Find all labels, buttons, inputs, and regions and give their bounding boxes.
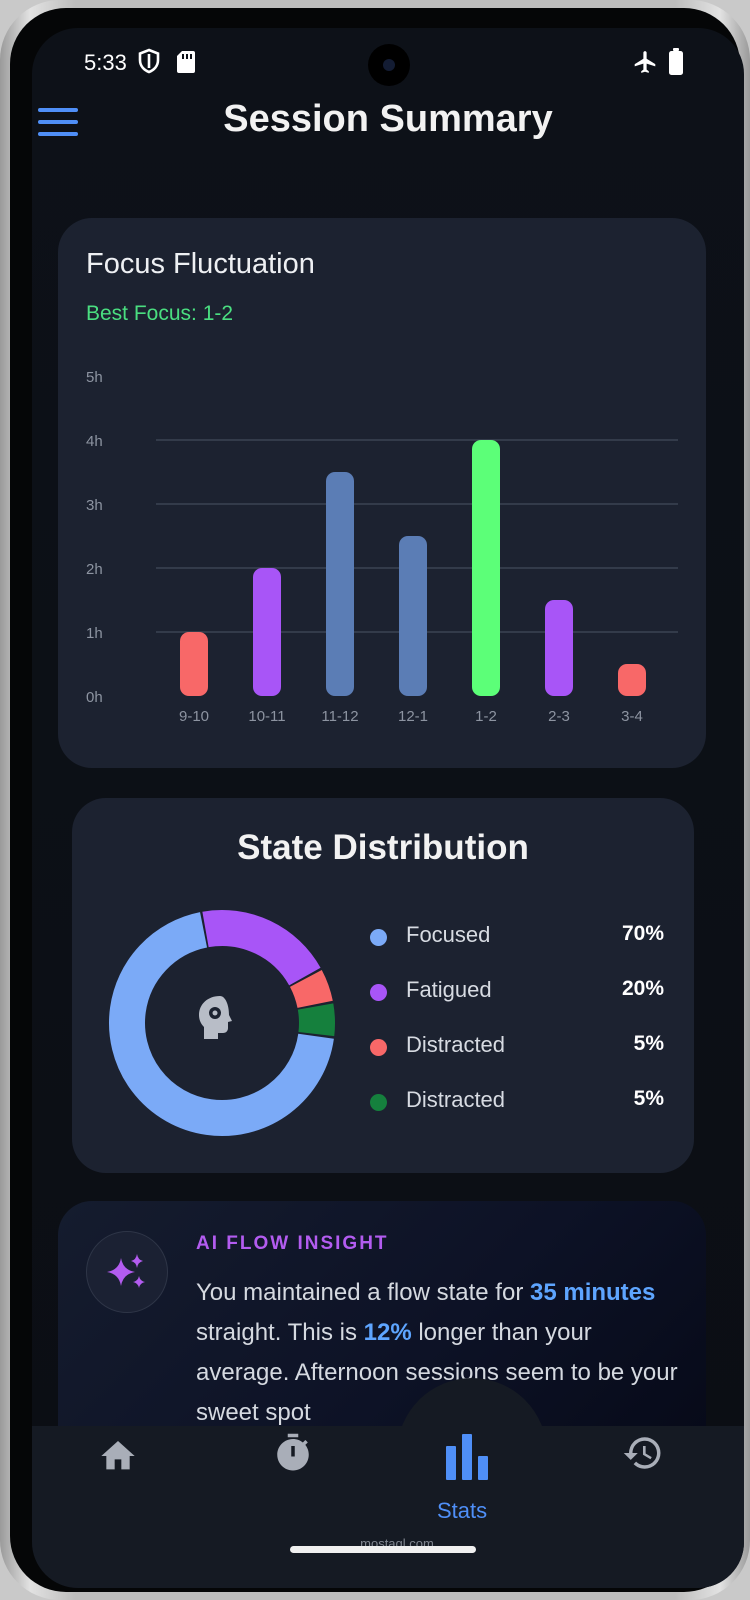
x-tick-label: 9-10 [179, 708, 209, 725]
bar-11-12 [326, 472, 354, 696]
bar-2-3 [545, 600, 573, 696]
legend-item: Focused 70% [366, 918, 666, 973]
sparkles-icon [107, 1254, 145, 1288]
distribution-legend: Focused 70% Fatigued 20% Distracted 5% D… [366, 918, 666, 1138]
focus-fluctuation-card: Focus Fluctuation Best Focus: 1-2 0h 1h 2h… [58, 218, 706, 768]
shield-icon [138, 48, 160, 74]
ai-icon-badge [86, 1231, 168, 1313]
legend-dot-focused [370, 929, 387, 946]
status-time: 5:33 [84, 50, 127, 75]
legend-value: 5% [633, 1032, 664, 1055]
home-icon[interactable] [98, 1436, 138, 1476]
legend-item: Distracted 5% [366, 1083, 666, 1138]
best-focus-label: Best Focus: 1-2 [86, 302, 234, 325]
legend-value: 20% [621, 977, 664, 1000]
legend-label: Fatigued [406, 977, 492, 1002]
focus-card-title: Focus Fluctuation [86, 248, 315, 280]
page-title: Session Summary [223, 98, 553, 140]
airplane-mode-icon [634, 51, 656, 73]
legend-item: Distracted 5% [366, 1028, 666, 1083]
insight-text-part: longer than your average. Afternoon sess… [196, 1319, 678, 1426]
legend-dot-fatigued [370, 984, 387, 1001]
nav-label-stats[interactable]: Stats [437, 1498, 488, 1523]
donut-segment-distracted [108, 910, 335, 1136]
legend-dot-distracted [370, 1039, 387, 1056]
home-indicator[interactable] [290, 1546, 476, 1553]
focus-bar-chart: 0h 1h 2h 3h 4h 5h 9-10 10-11 11-12 12-1 1-2 2-3 3-4 [86, 369, 678, 725]
front-camera [368, 44, 410, 86]
legend-label: Distracted [406, 1087, 506, 1112]
legend-value: 5% [633, 1087, 664, 1110]
legend-label: Focused [406, 922, 491, 947]
bar-3-4 [618, 664, 646, 696]
sd-card-icon [177, 51, 195, 73]
bar-9-10 [180, 632, 208, 696]
screen: 5:33 Session Summary Focus Fluct [32, 28, 744, 1588]
distribution-title: State Distribution [237, 828, 529, 867]
state-donut-chart [108, 909, 335, 1136]
y-tick-label: 5h [86, 369, 103, 386]
legend-dot-distracted-2 [370, 1094, 387, 1111]
legend-item: Fatigued 20% [366, 973, 666, 1028]
insight-text-part: straight. This is [196, 1319, 364, 1346]
battery-icon [669, 48, 683, 75]
state-distribution-card: State Distribution Focused 70% Fatigued … [72, 798, 694, 1173]
phone-bezel: 5:33 Session Summary Focus Fluct [10, 8, 744, 1592]
y-tick-label: 0h [86, 689, 103, 706]
menu-icon [38, 108, 78, 112]
bar-1-2 [472, 440, 500, 696]
menu-button[interactable] [38, 108, 78, 138]
y-tick-label: 4h [86, 433, 103, 450]
y-tick-label: 2h [86, 561, 103, 578]
insight-highlight: 35 minutes [529, 1279, 656, 1306]
head-gear-icon [199, 996, 232, 1039]
insight-label: AI FLOW INSIGHT [196, 1233, 389, 1254]
insight-text-part: You maintained a flow state for [196, 1279, 530, 1306]
menu-icon-line [38, 120, 78, 124]
status-bar: 5:33 [32, 28, 744, 98]
history-icon[interactable] [622, 1432, 664, 1474]
x-tick-label: 1-2 [475, 708, 497, 725]
bar-10-11 [253, 568, 281, 696]
x-tick-label: 12-1 [398, 708, 428, 725]
menu-icon-line [38, 132, 78, 136]
x-tick-label: 2-3 [548, 708, 570, 725]
legend-value: 70% [621, 922, 664, 945]
timer-icon[interactable] [272, 1432, 314, 1474]
x-tick-label: 11-12 [321, 708, 358, 725]
insight-text: You maintained a flow state for 35 minut… [196, 1273, 686, 1433]
insight-highlight: 12% [363, 1319, 412, 1346]
bar-12-1 [399, 536, 427, 696]
y-tick-label: 1h [86, 625, 103, 642]
stats-icon[interactable] [442, 1432, 494, 1482]
x-tick-label: 3-4 [621, 708, 643, 725]
y-tick-label: 3h [86, 497, 103, 514]
legend-label: Distracted [406, 1032, 506, 1057]
x-tick-label: 10-11 [248, 708, 285, 725]
